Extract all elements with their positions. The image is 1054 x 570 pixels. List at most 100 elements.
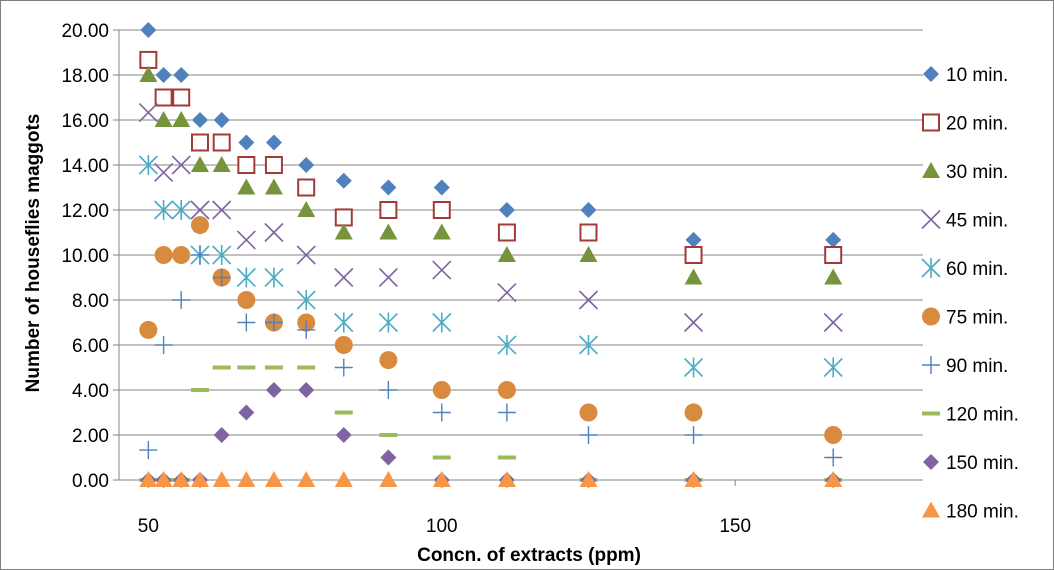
data-point bbox=[212, 245, 232, 265]
data-point bbox=[212, 200, 232, 220]
y-tick-labels: 0.00 2.00 4.00 6.00 8.00 10.00 12.00 14.00 16.00… bbox=[61, 21, 109, 492]
data-point bbox=[264, 222, 284, 243]
legend-marker bbox=[921, 258, 941, 278]
data-point bbox=[190, 133, 209, 152]
data-point bbox=[432, 201, 451, 219]
data-point bbox=[824, 246, 843, 264]
y-tick-label: 6.00 bbox=[72, 336, 109, 357]
data-point bbox=[580, 202, 597, 218]
y-tick-label: 10.00 bbox=[61, 246, 109, 267]
data-point bbox=[379, 433, 398, 437]
data-point bbox=[297, 320, 316, 339]
data-point bbox=[154, 88, 173, 107]
data-point bbox=[298, 157, 315, 173]
data-point bbox=[172, 111, 191, 127]
data-point bbox=[298, 382, 315, 398]
data-point bbox=[139, 471, 158, 487]
data-point bbox=[139, 441, 158, 460]
data-point bbox=[334, 312, 354, 333]
legend-label: 180 min. bbox=[946, 502, 1019, 523]
legend-marker bbox=[921, 209, 941, 230]
y-tick-label: 18.00 bbox=[61, 66, 109, 87]
legend-label: 30 min. bbox=[946, 162, 1008, 183]
legend-marker bbox=[923, 454, 939, 470]
x-tick-label: 100 bbox=[426, 516, 458, 537]
data-point bbox=[297, 201, 316, 217]
data-point bbox=[823, 357, 843, 378]
legend-label: 150 min. bbox=[946, 453, 1019, 474]
legend-label: 120 min. bbox=[946, 405, 1019, 426]
legend-label: 90 min. bbox=[946, 356, 1008, 377]
data-point bbox=[296, 290, 316, 310]
data-point bbox=[236, 267, 256, 288]
data-point bbox=[379, 223, 398, 240]
y-tick-label: 12.00 bbox=[61, 201, 109, 222]
data-point bbox=[432, 223, 451, 240]
data-point bbox=[432, 381, 451, 399]
data-point bbox=[154, 336, 173, 354]
data-point bbox=[684, 426, 703, 444]
data-point bbox=[238, 404, 255, 421]
data-point bbox=[684, 268, 703, 285]
data-point bbox=[139, 50, 158, 69]
data-point bbox=[497, 283, 517, 303]
legend-label: 75 min. bbox=[946, 308, 1008, 329]
data-point bbox=[579, 246, 598, 262]
data-point bbox=[212, 365, 231, 370]
data-point bbox=[264, 471, 283, 487]
data-point bbox=[237, 313, 256, 332]
legend-marker bbox=[922, 113, 940, 132]
data-point bbox=[171, 155, 191, 175]
data-point bbox=[824, 268, 843, 285]
legend-marker bbox=[923, 66, 939, 82]
data-point bbox=[154, 111, 173, 127]
data-point bbox=[138, 103, 158, 123]
data-point bbox=[154, 246, 173, 264]
data-point bbox=[297, 471, 316, 487]
data-point bbox=[264, 313, 283, 332]
data-point bbox=[379, 471, 398, 487]
data-point bbox=[497, 223, 516, 242]
data-point bbox=[334, 410, 353, 415]
data-point bbox=[684, 246, 703, 264]
data-point bbox=[265, 382, 282, 398]
data-point bbox=[380, 179, 397, 196]
data-point bbox=[140, 22, 157, 38]
data-point bbox=[432, 455, 451, 460]
data-point bbox=[212, 471, 231, 487]
data-point bbox=[497, 471, 516, 487]
data-point bbox=[238, 134, 255, 151]
data-point bbox=[237, 178, 256, 195]
data-point bbox=[190, 471, 209, 487]
data-point bbox=[264, 156, 283, 174]
data-point bbox=[296, 245, 316, 265]
data-point bbox=[684, 403, 703, 422]
data-point bbox=[497, 246, 516, 262]
data-point bbox=[378, 312, 398, 333]
data-point bbox=[237, 471, 256, 487]
legend-marker bbox=[922, 162, 940, 178]
data-point bbox=[154, 471, 173, 487]
data-point bbox=[824, 471, 843, 487]
data-point bbox=[138, 155, 158, 175]
data-point bbox=[213, 112, 230, 128]
data-point bbox=[139, 320, 158, 339]
legend-label: 45 min. bbox=[946, 211, 1008, 232]
legend-label: 10 min. bbox=[946, 65, 1008, 86]
data-point bbox=[172, 291, 191, 309]
legend-marker bbox=[922, 307, 940, 326]
data-point bbox=[172, 88, 191, 107]
data-point bbox=[334, 358, 353, 377]
data-point bbox=[335, 427, 352, 443]
legend-marker bbox=[922, 411, 940, 416]
data-point bbox=[237, 156, 256, 174]
data-point bbox=[683, 357, 704, 378]
data-point bbox=[264, 178, 283, 195]
data-point bbox=[497, 335, 517, 355]
data-point bbox=[264, 267, 284, 288]
data-point bbox=[334, 336, 353, 354]
data-point bbox=[432, 312, 452, 333]
data-point bbox=[432, 471, 451, 487]
data-point bbox=[579, 403, 598, 422]
